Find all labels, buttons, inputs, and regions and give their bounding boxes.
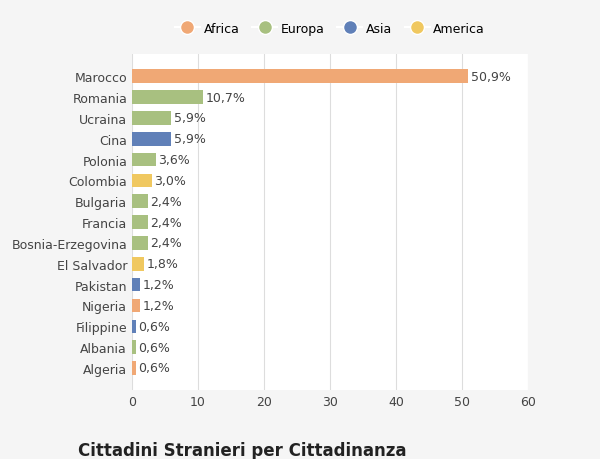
Bar: [132, 112, 171, 125]
Text: 2,4%: 2,4%: [151, 216, 182, 229]
Text: Cittadini Stranieri per Cittadinanza: Cittadini Stranieri per Cittadinanza: [78, 441, 407, 459]
Text: 0,6%: 0,6%: [139, 341, 170, 354]
Bar: [132, 195, 148, 208]
Text: 3,0%: 3,0%: [154, 174, 187, 188]
Text: 50,9%: 50,9%: [470, 71, 511, 84]
Text: 2,4%: 2,4%: [151, 237, 182, 250]
Bar: [132, 341, 136, 354]
Text: 3,6%: 3,6%: [158, 154, 190, 167]
Text: 5,9%: 5,9%: [173, 112, 205, 125]
Text: 5,9%: 5,9%: [173, 133, 205, 146]
Text: 1,2%: 1,2%: [143, 279, 175, 291]
Text: 2,4%: 2,4%: [151, 196, 182, 208]
Bar: [132, 91, 203, 105]
Bar: [132, 216, 148, 230]
Bar: [132, 257, 144, 271]
Bar: [132, 70, 468, 84]
Bar: [132, 153, 156, 167]
Legend: Africa, Europa, Asia, America: Africa, Europa, Asia, America: [170, 18, 490, 41]
Bar: [132, 133, 171, 146]
Text: 10,7%: 10,7%: [205, 91, 245, 104]
Bar: [132, 237, 148, 250]
Text: 0,6%: 0,6%: [139, 320, 170, 333]
Bar: [132, 299, 140, 313]
Bar: [132, 174, 152, 188]
Bar: [132, 320, 136, 333]
Text: 1,2%: 1,2%: [143, 299, 175, 312]
Bar: [132, 278, 140, 292]
Text: 0,6%: 0,6%: [139, 362, 170, 375]
Text: 1,8%: 1,8%: [146, 257, 178, 271]
Bar: [132, 361, 136, 375]
